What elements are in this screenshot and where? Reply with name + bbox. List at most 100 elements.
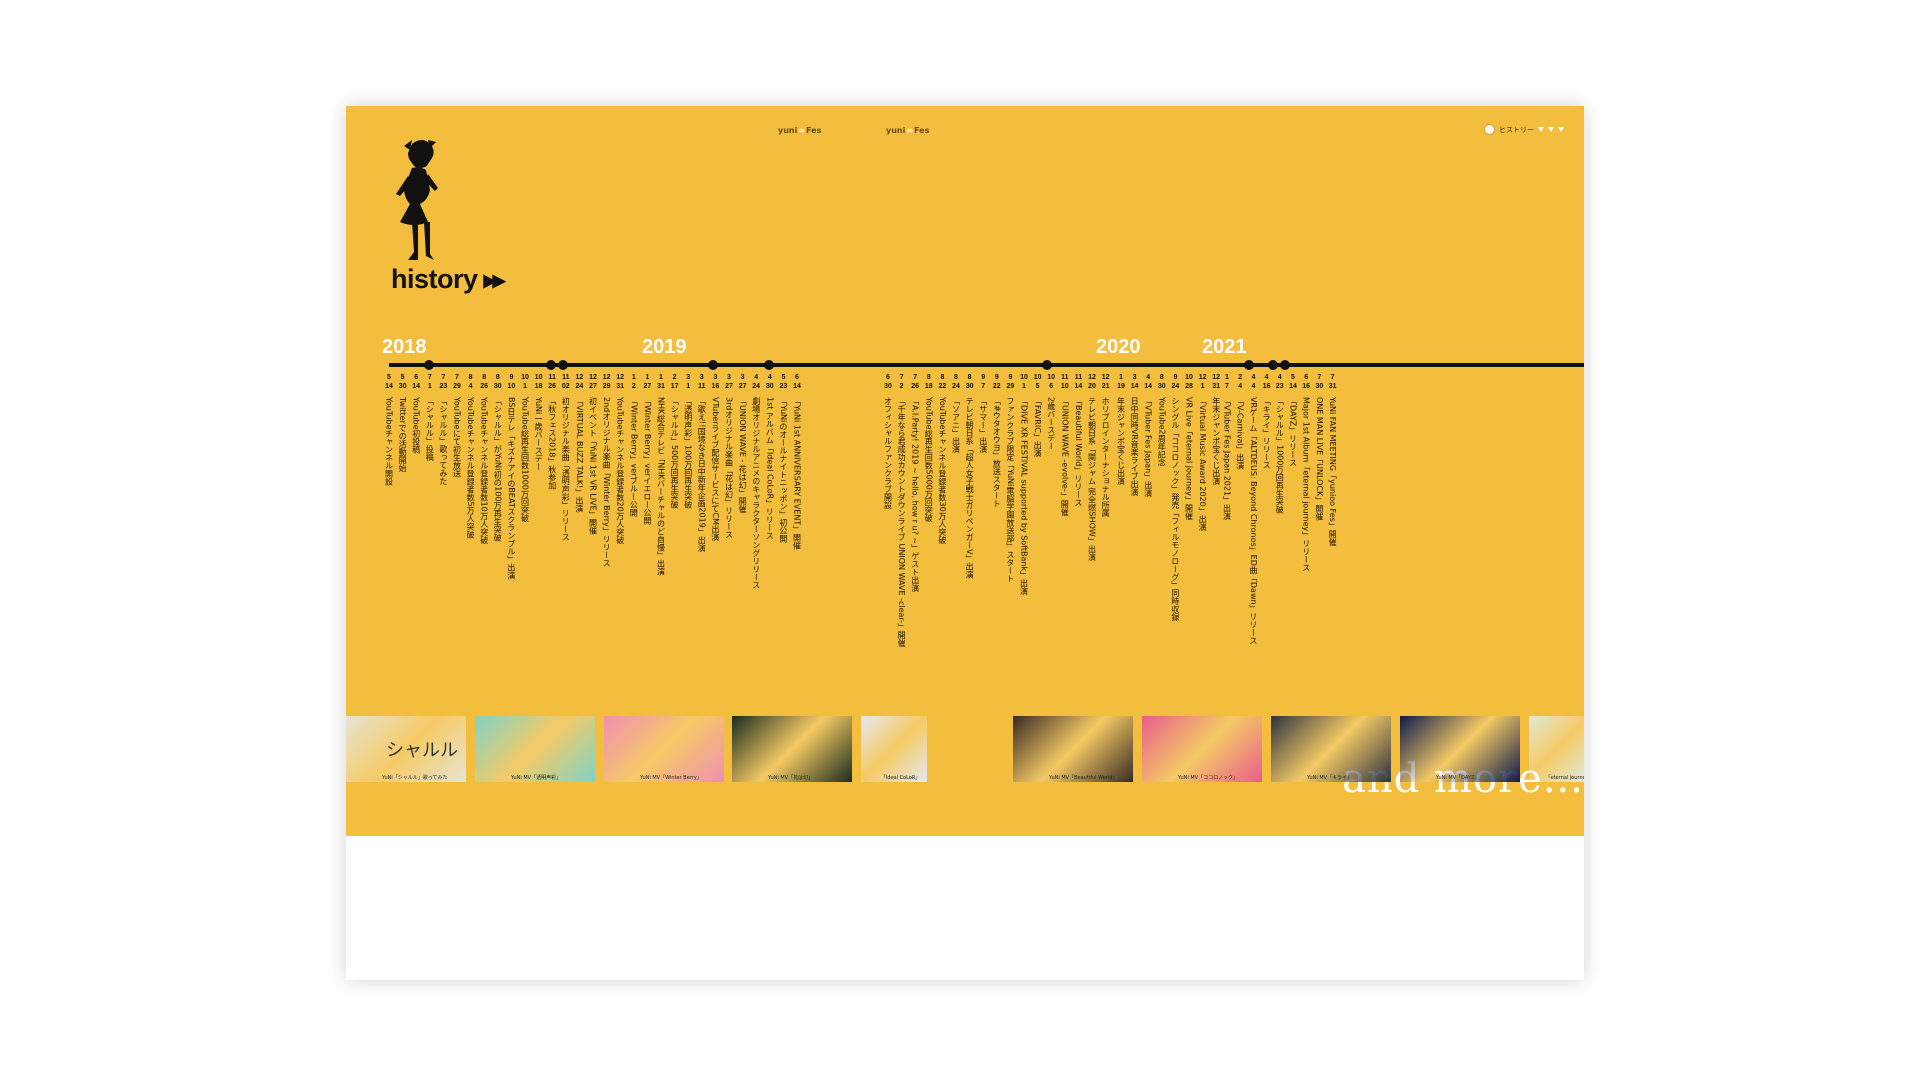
event-text: シングル「ココロノック」発売「フィルモノローグ」同時収録 <box>1170 397 1180 621</box>
timeline-event: 12 31 年末ジャンボ宝くじ出演 <box>1209 373 1223 485</box>
event-month: 8 <box>482 374 487 381</box>
timeline-event: 10 6 2歳バースデー <box>1044 373 1058 450</box>
event-day: 18 <box>534 383 543 390</box>
mv-thumbnail[interactable] <box>861 716 927 782</box>
event-month: 4 <box>1146 374 1151 381</box>
event-day: 18 <box>924 383 933 390</box>
event-text: 2ndオリジナル楽曲「Winter Berry」リリース <box>602 397 612 567</box>
mv-thumbnail[interactable] <box>604 716 724 782</box>
fest-logo-text: Fes <box>806 126 822 135</box>
timeline-dot <box>708 360 718 370</box>
event-month: 10 <box>521 374 529 381</box>
event-day: 29 <box>453 383 461 390</box>
event-month: 9 <box>994 374 999 381</box>
mv-thumbnail[interactable] <box>732 716 852 782</box>
event-month: 4 <box>1277 374 1282 381</box>
event-text: YouTubeにて初生放送 <box>452 397 462 478</box>
history-title-text: history <box>391 264 478 294</box>
event-month: 10 <box>1033 374 1042 381</box>
thumbnail-image <box>1529 716 1584 782</box>
timeline-event: 7 23 「シャルル」歌ってみた <box>436 373 450 485</box>
event-month: 6 <box>795 374 799 381</box>
event-text: テレビ朝日系「超人女子戦士ガリベンガーV」出演 <box>965 397 975 579</box>
event-month: 5 <box>1291 374 1295 381</box>
mv-thumbnail[interactable] <box>1142 716 1262 782</box>
event-month: 9 <box>981 374 986 381</box>
event-month: 12 <box>1101 374 1110 381</box>
event-day: 24 <box>752 383 761 390</box>
event-day: 31 <box>1328 383 1337 390</box>
timeline-event: 12 1 「Virtual Music Award 2020」出演 <box>1196 373 1210 531</box>
timeline-event: 9 10 BS日テレ「キズナアイのBEATスクランブル」出演 <box>504 373 518 580</box>
event-month: 6 <box>886 374 890 381</box>
fest-logo-right[interactable]: yuni∞Fes <box>886 126 929 135</box>
event-text: 劇場オリジナルアニメのキャラクターソングリリース <box>751 397 761 589</box>
event-text: YouTubeチャンネル登録者数5万人突破 <box>466 397 476 539</box>
timeline-event: 6 14 「YuNi 1st ANNIVERSARY EVENT」開催 <box>790 373 804 549</box>
nav-history[interactable]: ヒストリー <box>1484 124 1564 135</box>
mv-thumbnail[interactable] <box>1529 716 1584 782</box>
timeline-event: 4 30 1st アルバム「Ideal CoLoR」リリース <box>763 373 777 539</box>
event-day: 23 <box>1275 383 1284 390</box>
mv-thumbnail[interactable] <box>1013 716 1133 782</box>
thumbnail-image: シャルル <box>346 716 466 782</box>
mv-thumbnail[interactable] <box>1271 716 1391 782</box>
event-month: 11 <box>1061 374 1069 381</box>
event-month: 12 <box>602 374 611 381</box>
event-month: 12 <box>589 374 597 381</box>
event-day: 24 <box>575 383 584 390</box>
event-day: 22 <box>992 383 1001 390</box>
event-day: 1 <box>686 383 691 390</box>
event-text: 「シャルル」1000万回再生突破 <box>1275 397 1285 514</box>
event-day: 1 <box>1022 383 1026 390</box>
timeline-event: 11 26 「秋フェス2018」秋参加 <box>545 373 559 489</box>
event-day: 1 <box>1200 383 1205 390</box>
timeline-event: 10 18 YuNi一歳バースデー <box>532 373 546 470</box>
event-text: VTuberライブ配信サービスにてCM出演 <box>710 397 720 541</box>
mv-thumbnail[interactable]: シャルル <box>346 716 466 782</box>
event-text: 年末ジャンボ宝くじ出演 <box>1116 397 1126 485</box>
timeline-dot <box>1244 360 1254 370</box>
event-day: 23 <box>779 383 788 390</box>
timeline-event: 12 27 初イベント「YuNi 1st VR LIVE」開催 <box>586 373 600 535</box>
event-text: VRゲーム「ALTDEUS: Beyond Chronos」ED曲「Dawn」リ… <box>1248 397 1258 645</box>
timeline-dot <box>424 360 434 370</box>
mv-thumbnail[interactable] <box>1400 716 1520 782</box>
infinity-icon: ∞ <box>906 126 914 135</box>
event-month: 12 <box>1212 374 1221 381</box>
fest-logo-left[interactable]: yuni∞Fes <box>778 126 821 135</box>
event-day: 30 <box>398 383 407 390</box>
event-month: 3 <box>699 374 704 381</box>
timeline-event: 7 26 「A.I.Party! 2019 ~ hello, how r u? ~」… <box>908 373 922 592</box>
event-text: 「A.I.Party! 2019 ~ hello, how r u? ~」ゲスト… <box>910 397 920 593</box>
thumbnail-caption: YuNi MV「ココロノック」 <box>1178 775 1239 781</box>
event-day: 16 <box>1302 383 1311 390</box>
timeline-event: 9 7 「サマー」出演 <box>976 373 990 453</box>
nav-label: ヒストリー <box>1499 125 1534 134</box>
event-month: 12 <box>1088 374 1096 381</box>
mv-thumbnail[interactable] <box>475 716 595 782</box>
event-day: 24 <box>1171 383 1180 390</box>
event-day: 22 <box>938 383 947 390</box>
event-text: VR Live「eternal journey」開催 <box>1184 397 1194 520</box>
timeline-event: 8 30 YouTube2周年記念 <box>1155 373 1169 467</box>
event-month: 10 <box>1047 374 1056 381</box>
thumbnail-image <box>1013 716 1133 782</box>
event-day: 17 <box>670 383 679 390</box>
timeline-event: 8 18 YouTube総再生回数5000万回突破 <box>922 373 936 522</box>
event-text: 初オリジナル楽曲「透明声彩」リリース <box>561 397 571 541</box>
event-day: 30 <box>1315 383 1324 390</box>
event-month: 4 <box>1251 374 1256 381</box>
event-month: 10 <box>534 374 543 381</box>
event-month: 6 <box>1304 374 1309 381</box>
thumbnail-image <box>1142 716 1262 782</box>
thumbnail-caption: YuNi MV「DAYZ」 <box>1436 775 1480 781</box>
thumbnail-caption: YuNi「シャルル」歌ってみた <box>382 775 448 781</box>
event-day: 31 <box>657 383 665 390</box>
event-day: 30 <box>765 383 774 390</box>
event-day: 19 <box>1117 383 1125 390</box>
timeline-event: 1 2 「Winter Berry」verブルー公開 <box>627 373 641 516</box>
timeline-event: 1 19 年末ジャンボ宝くじ出演 <box>1114 373 1128 485</box>
event-text: 「Beautiful World」リリース <box>1073 397 1083 507</box>
event-text: 「Winter Berry」verブルー公開 <box>629 397 639 517</box>
